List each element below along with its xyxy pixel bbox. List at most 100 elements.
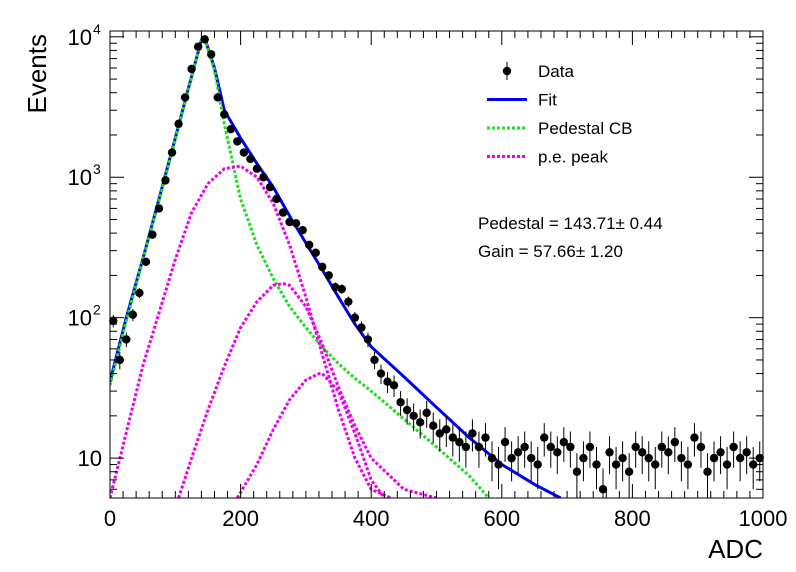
series-p-e-peak-3	[236, 372, 386, 498]
x-axis: 0 200 400 600 800 1000	[104, 31, 788, 531]
data-point	[709, 441, 719, 482]
data-point	[259, 173, 268, 182]
data-point	[402, 398, 412, 425]
data-point	[533, 446, 542, 490]
data-point	[376, 364, 386, 385]
data-point	[749, 446, 758, 490]
data-point	[141, 257, 151, 266]
data-point	[167, 148, 177, 157]
data-point	[683, 446, 693, 490]
data-point	[161, 176, 170, 185]
data-point	[311, 248, 320, 257]
data-point	[605, 436, 614, 475]
data-points	[109, 35, 764, 498]
data-point	[128, 309, 138, 321]
data-point	[200, 35, 209, 44]
data-point	[611, 446, 621, 490]
data-point	[174, 119, 183, 129]
data-point	[109, 314, 118, 328]
data-point	[598, 468, 608, 498]
data-point	[324, 271, 333, 280]
data-point	[742, 436, 751, 475]
data-point	[207, 50, 216, 59]
data-point	[468, 419, 477, 452]
data-point	[566, 431, 575, 468]
data-point	[285, 217, 294, 227]
data-point	[657, 431, 666, 468]
legend-entry: Pedestal CB	[487, 119, 633, 138]
data-point	[481, 423, 490, 457]
data-point	[429, 412, 438, 443]
y-tick-label: 10	[68, 306, 92, 331]
data-point	[572, 453, 582, 498]
series-pedestal-cb	[110, 37, 490, 498]
data-point	[304, 240, 314, 250]
data-point	[180, 93, 190, 102]
data-point	[540, 423, 549, 457]
data-point	[559, 427, 569, 462]
data-point	[520, 431, 529, 468]
data-point	[690, 423, 699, 457]
data-point	[546, 431, 555, 468]
y-tick-exponent: 3	[93, 161, 101, 177]
data-point	[239, 148, 249, 157]
x-tick-label: 1000	[739, 506, 788, 531]
data-point	[337, 284, 347, 295]
annotation-pedestal: Pedestal = 143.71± 0.44	[478, 214, 663, 233]
data-point	[677, 441, 686, 482]
y-axis-label: Events	[22, 34, 52, 114]
data-point	[318, 262, 327, 272]
data-point	[135, 288, 144, 299]
data-point	[422, 400, 431, 428]
data-point	[703, 453, 712, 498]
data-point	[500, 427, 510, 462]
legend-label: Pedestal CB	[538, 119, 633, 138]
data-point	[461, 431, 471, 468]
data-point	[585, 431, 595, 468]
data-point	[494, 446, 503, 490]
data-point	[298, 225, 307, 235]
data-point	[716, 436, 725, 475]
legend-label: p.e. peak	[538, 148, 608, 167]
data-point	[624, 453, 634, 498]
data-point	[350, 311, 360, 325]
data-point	[148, 230, 157, 239]
data-point	[487, 441, 497, 482]
data-point	[526, 441, 536, 482]
data-point	[631, 431, 640, 468]
data-point	[226, 124, 236, 134]
x-tick-label: 0	[104, 506, 116, 531]
fit-curves	[110, 35, 562, 498]
y-tick-exponent: 2	[93, 302, 101, 318]
x-tick-label: 400	[353, 506, 390, 531]
data-point	[637, 436, 647, 475]
data-point	[246, 154, 255, 164]
data-point	[396, 391, 405, 416]
data-point	[722, 446, 732, 490]
data-point	[122, 332, 131, 348]
data-point	[278, 208, 288, 217]
data-point	[592, 446, 601, 490]
series-p-e-peak-1	[110, 164, 392, 498]
legend-entry: Fit	[487, 91, 557, 110]
data-point	[735, 441, 745, 482]
data-point	[272, 194, 281, 204]
data-point	[357, 321, 366, 335]
data-point	[644, 441, 653, 482]
data-point	[193, 42, 203, 51]
y-tick-label: 10	[68, 25, 92, 50]
data-point	[370, 351, 379, 370]
x-tick-label: 200	[222, 506, 259, 531]
legend-entry: p.e. peak	[487, 148, 608, 167]
data-point	[729, 431, 738, 468]
data-point	[383, 372, 392, 394]
annotation-gain: Gain = 57.66± 1.20	[478, 242, 623, 261]
data-point	[409, 403, 418, 432]
data-point	[435, 419, 444, 452]
data-point	[696, 431, 706, 468]
data-point	[651, 446, 660, 490]
data-point	[344, 296, 353, 308]
data-point	[291, 219, 301, 228]
data-point	[187, 64, 196, 74]
